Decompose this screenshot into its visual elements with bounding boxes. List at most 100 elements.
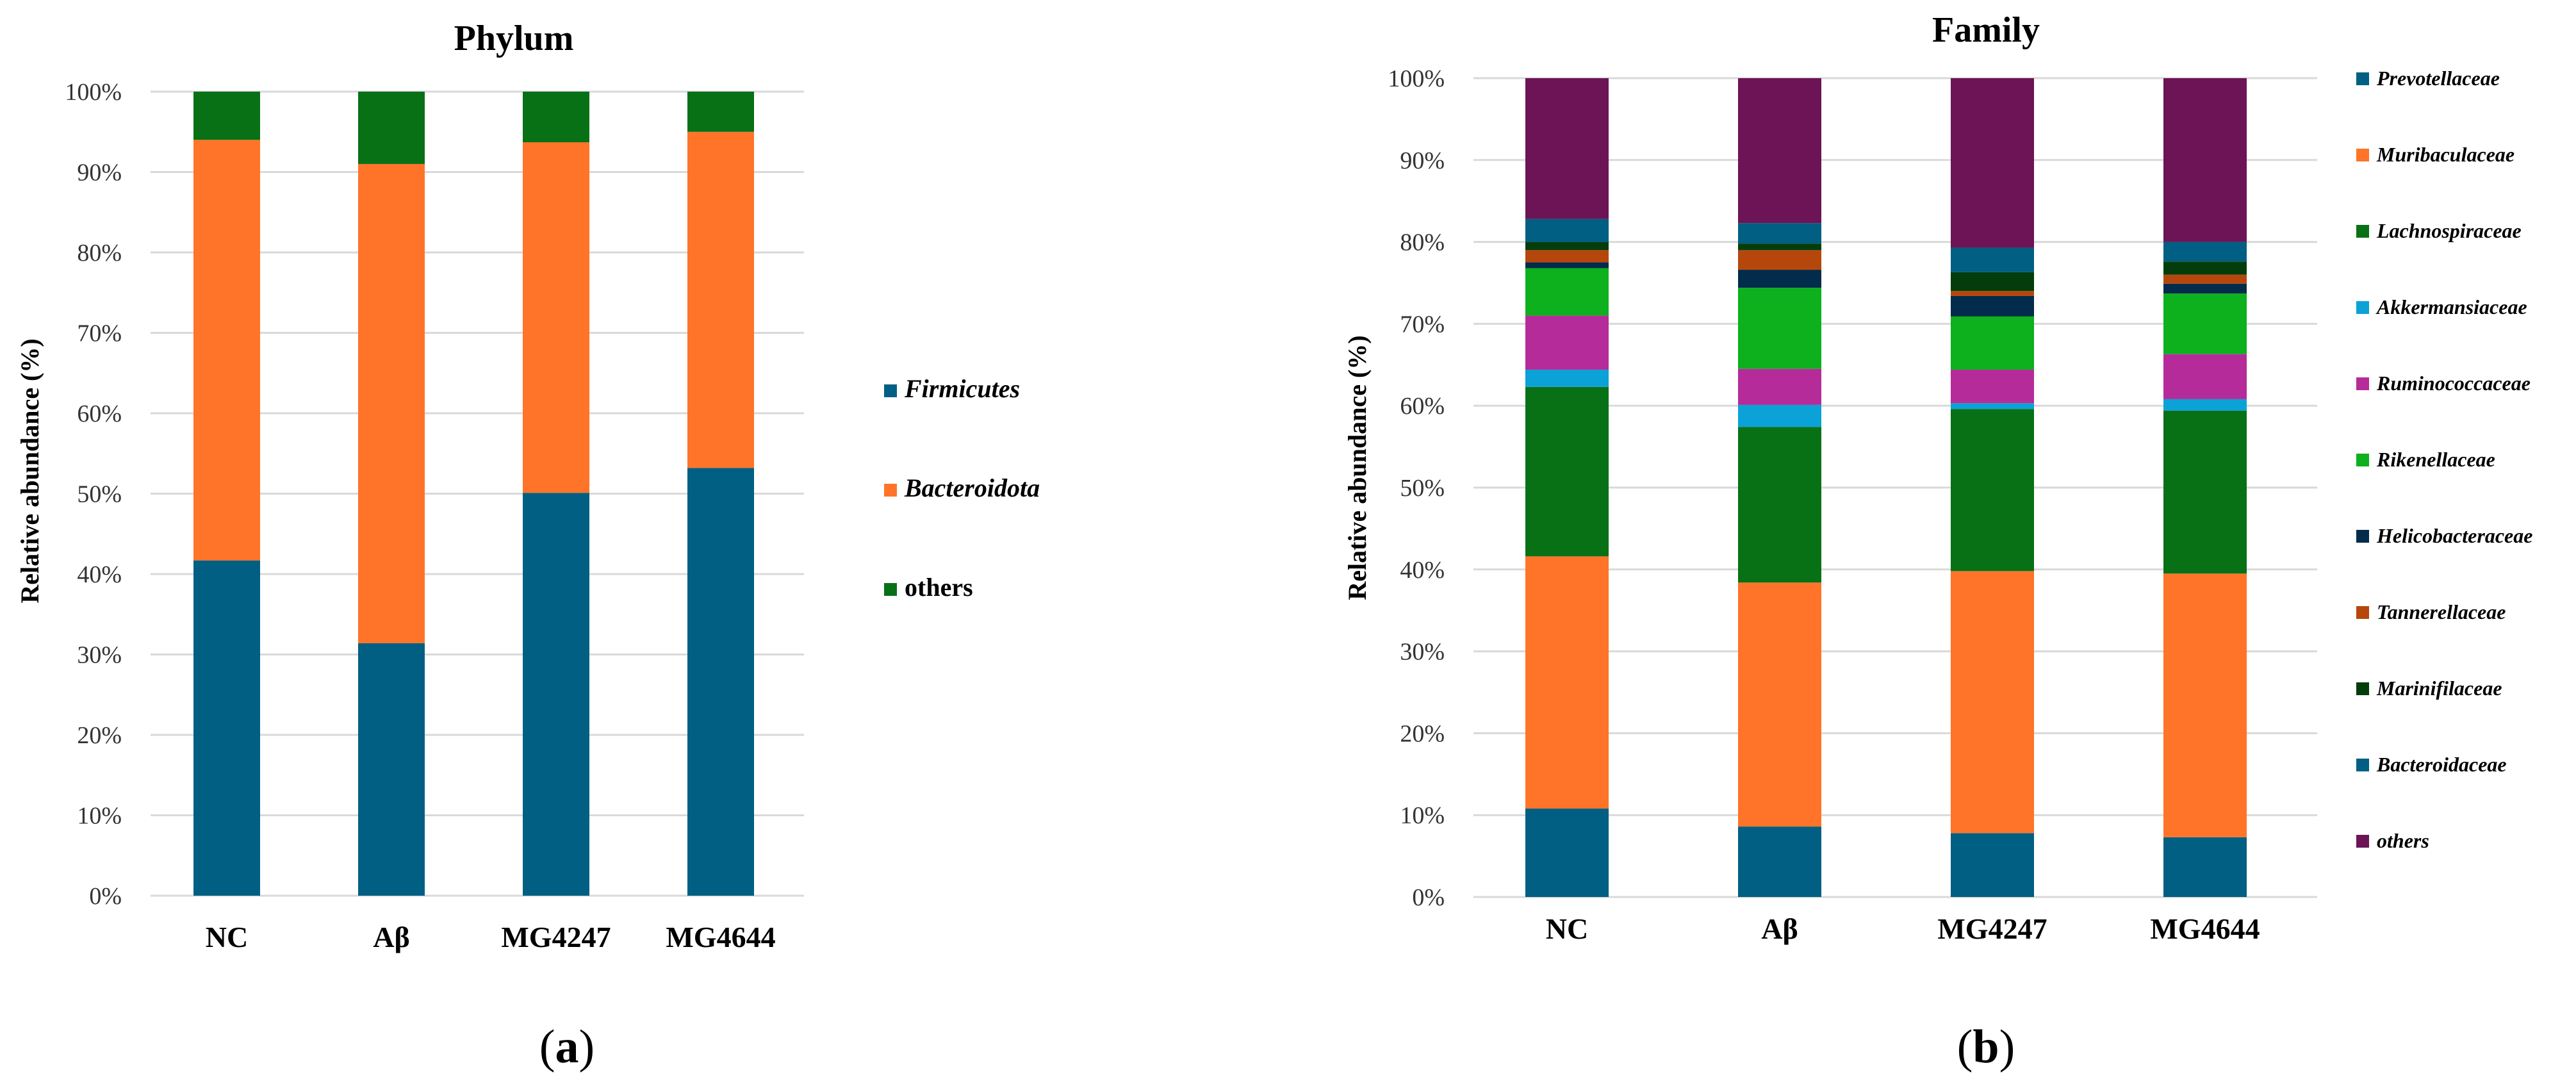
b-bar-abeta-muribaculaceae bbox=[1738, 582, 1821, 827]
phylum-bars bbox=[193, 92, 754, 896]
a-legend-label-others: others bbox=[905, 573, 973, 602]
b-legend-swatch-ruminococcaceae bbox=[2356, 377, 2369, 390]
b-category-label-nc: NC bbox=[1546, 912, 1588, 945]
b-legend-label-marinifilaceae: Marinifilaceae bbox=[2376, 677, 2502, 700]
b-bar-nc-akkermansiaceae bbox=[1525, 369, 1609, 387]
b-bar-mg4644-ruminococcaceae bbox=[2163, 354, 2247, 399]
a-legend-swatch-firmicutes bbox=[884, 384, 897, 397]
b-legend-label-rikenellaceae: Rikenellaceae bbox=[2376, 448, 2495, 471]
panel-label-b: (b) bbox=[1957, 1021, 2015, 1073]
family-category-labels: NC Aβ MG4247 MG4644 bbox=[1546, 912, 2260, 945]
b-bar-mg4247-prevotellaceae bbox=[1951, 833, 2034, 897]
a-bar-nc-bacteroidota bbox=[193, 140, 260, 561]
b-y-tick-0: 0% bbox=[1412, 884, 1445, 911]
b-legend-swatch-others bbox=[2356, 835, 2369, 848]
a-y-tick-0: 0% bbox=[89, 883, 122, 910]
b-bar-nc-prevotellaceae bbox=[1525, 808, 1609, 897]
b-y-tick-5: 50% bbox=[1400, 475, 1445, 502]
b-legend-label-tannerellaceae: Tannerellaceae bbox=[2377, 600, 2506, 623]
b-bar-mg4247-lachnospiraceae bbox=[1951, 409, 2034, 572]
b-bar-nc-bacteroidaceae bbox=[1525, 218, 1609, 242]
b-bar-nc-marinifilaceae bbox=[1525, 242, 1609, 251]
a-bar-nc-firmicutes bbox=[193, 560, 260, 896]
a-bar-mg4247-firmicutes bbox=[523, 493, 589, 896]
b-bar-mg4247-tannerellaceae bbox=[1951, 291, 2034, 296]
b-bar-mg4644-marinifilaceae bbox=[2163, 261, 2247, 275]
a-y-tick-6: 60% bbox=[77, 400, 122, 427]
b-bar-mg4247-muribaculaceae bbox=[1951, 571, 2034, 834]
b-bar-abeta-tannerellaceae bbox=[1738, 250, 1821, 270]
b-y-tick-8: 80% bbox=[1400, 229, 1445, 256]
b-bar-nc-tannerellaceae bbox=[1525, 250, 1609, 263]
b-bar-mg4247-helicobacteraceae bbox=[1951, 295, 2034, 317]
b-legend-swatch-bacteroidaceae bbox=[2356, 759, 2369, 771]
a-bar-mg4247-others bbox=[523, 92, 589, 143]
b-bar-mg4644-bacteroidaceae bbox=[2163, 242, 2247, 262]
b-legend-swatch-akkermansiaceae bbox=[2356, 301, 2369, 314]
panel-b-close-paren: ) bbox=[1999, 1021, 2015, 1073]
b-y-tick-7: 70% bbox=[1400, 311, 1445, 338]
panel-a-open-paren: ( bbox=[539, 1021, 555, 1073]
b-bar-mg4247-ruminococcaceae bbox=[1951, 369, 2034, 404]
a-y-tick-7: 70% bbox=[77, 320, 122, 347]
b-category-label-abeta: Aβ bbox=[1761, 912, 1798, 945]
family-chart: Family Relative abundance (%) 0% 10% 20% 30… bbox=[1343, 10, 2532, 1073]
b-bar-mg4644-akkermansiaceae bbox=[2163, 399, 2247, 411]
b-legend-swatch-marinifilaceae bbox=[2356, 682, 2369, 695]
b-bar-mg4247-marinifilaceae bbox=[1951, 272, 2034, 292]
b-bar-nc-helicobacteraceae bbox=[1525, 262, 1609, 268]
b-y-tick-3: 30% bbox=[1400, 639, 1445, 666]
a-y-tick-9: 90% bbox=[77, 160, 122, 186]
b-y-tick-10: 100% bbox=[1388, 65, 1445, 92]
b-legend-swatch-helicobacteraceae bbox=[2356, 530, 2369, 543]
a-y-tick-1: 10% bbox=[77, 803, 122, 830]
family-y-tick-labels: 0% 10% 20% 30% 40% 50% 60% 70% 80% 90% 100% bbox=[1388, 65, 1445, 911]
a-bar-nc-others bbox=[193, 92, 260, 140]
phylum-category-labels: NC Aβ MG4247 MG4644 bbox=[206, 921, 776, 953]
panel-b-open-paren: ( bbox=[1957, 1021, 1973, 1073]
a-category-label-mg4644: MG4644 bbox=[666, 921, 775, 953]
b-bar-mg4644-lachnospiraceae bbox=[2163, 410, 2247, 574]
b-legend-swatch-rikenellaceae bbox=[2356, 454, 2369, 466]
b-bar-abeta-lachnospiraceae bbox=[1738, 427, 1821, 583]
a-bar-mg4644-bacteroidota bbox=[687, 131, 754, 468]
b-bar-nc-ruminococcaceae bbox=[1525, 315, 1609, 370]
a-legend-label-firmicutes: Firmicutes bbox=[904, 374, 1020, 403]
b-y-tick-6: 60% bbox=[1400, 393, 1445, 420]
b-bar-mg4644-others bbox=[2163, 78, 2247, 242]
b-y-tick-9: 90% bbox=[1400, 147, 1445, 174]
a-y-tick-2: 20% bbox=[77, 722, 122, 749]
family-y-axis-label: Relative abundance (%) bbox=[1343, 335, 1372, 600]
a-bar-abeta-bacteroidota bbox=[358, 163, 425, 643]
b-bar-mg4644-muribaculaceae bbox=[2163, 573, 2247, 837]
b-bar-nc-muribaculaceae bbox=[1525, 556, 1609, 809]
a-bar-mg4247-bacteroidota bbox=[523, 142, 589, 493]
b-bar-abeta-rikenellaceae bbox=[1738, 288, 1821, 369]
a-category-label-abeta: Aβ bbox=[373, 921, 409, 953]
phylum-y-tick-labels: 0% 10% 20% 30% 40% 50% 60% 70% 80% 90% 100% bbox=[65, 79, 122, 910]
a-y-tick-3: 30% bbox=[77, 642, 122, 669]
a-bar-abeta-others bbox=[358, 92, 425, 164]
b-legend-swatch-lachnospiraceae bbox=[2356, 225, 2369, 238]
b-category-label-mg4644: MG4644 bbox=[2150, 912, 2260, 945]
a-y-tick-10: 100% bbox=[65, 79, 122, 106]
b-bar-mg4247-rikenellaceae bbox=[1951, 316, 2034, 370]
phylum-legend: Firmicutes Bacteroidota others bbox=[884, 374, 1040, 602]
b-bar-abeta-ruminococcaceae bbox=[1738, 368, 1821, 405]
b-bar-mg4247-akkermansiaceae bbox=[1951, 403, 2034, 409]
b-bar-mg4247-bacteroidaceae bbox=[1951, 247, 2034, 272]
b-bar-abeta-marinifilaceae bbox=[1738, 243, 1821, 251]
b-legend-label-bacteroidaceae: Bacteroidaceae bbox=[2376, 753, 2507, 776]
a-category-label-mg4247: MG4247 bbox=[501, 921, 611, 953]
b-legend-label-ruminococcaceae: Ruminococcaceae bbox=[2376, 372, 2531, 395]
b-bar-mg4247-others bbox=[1951, 78, 2034, 248]
phylum-y-axis-label: Relative abundance (%) bbox=[15, 338, 44, 603]
b-bar-mg4644-rikenellaceae bbox=[2163, 293, 2247, 354]
b-bar-mg4644-prevotellaceae bbox=[2163, 837, 2247, 897]
b-bar-abeta-others bbox=[1738, 78, 1821, 224]
a-bar-mg4644-firmicutes bbox=[687, 468, 754, 896]
b-legend-label-akkermansiaceae: Akkermansiaceae bbox=[2375, 295, 2527, 318]
panel-a-close-paren: ) bbox=[579, 1021, 595, 1073]
b-category-label-mg4247: MG4247 bbox=[1937, 912, 2047, 945]
